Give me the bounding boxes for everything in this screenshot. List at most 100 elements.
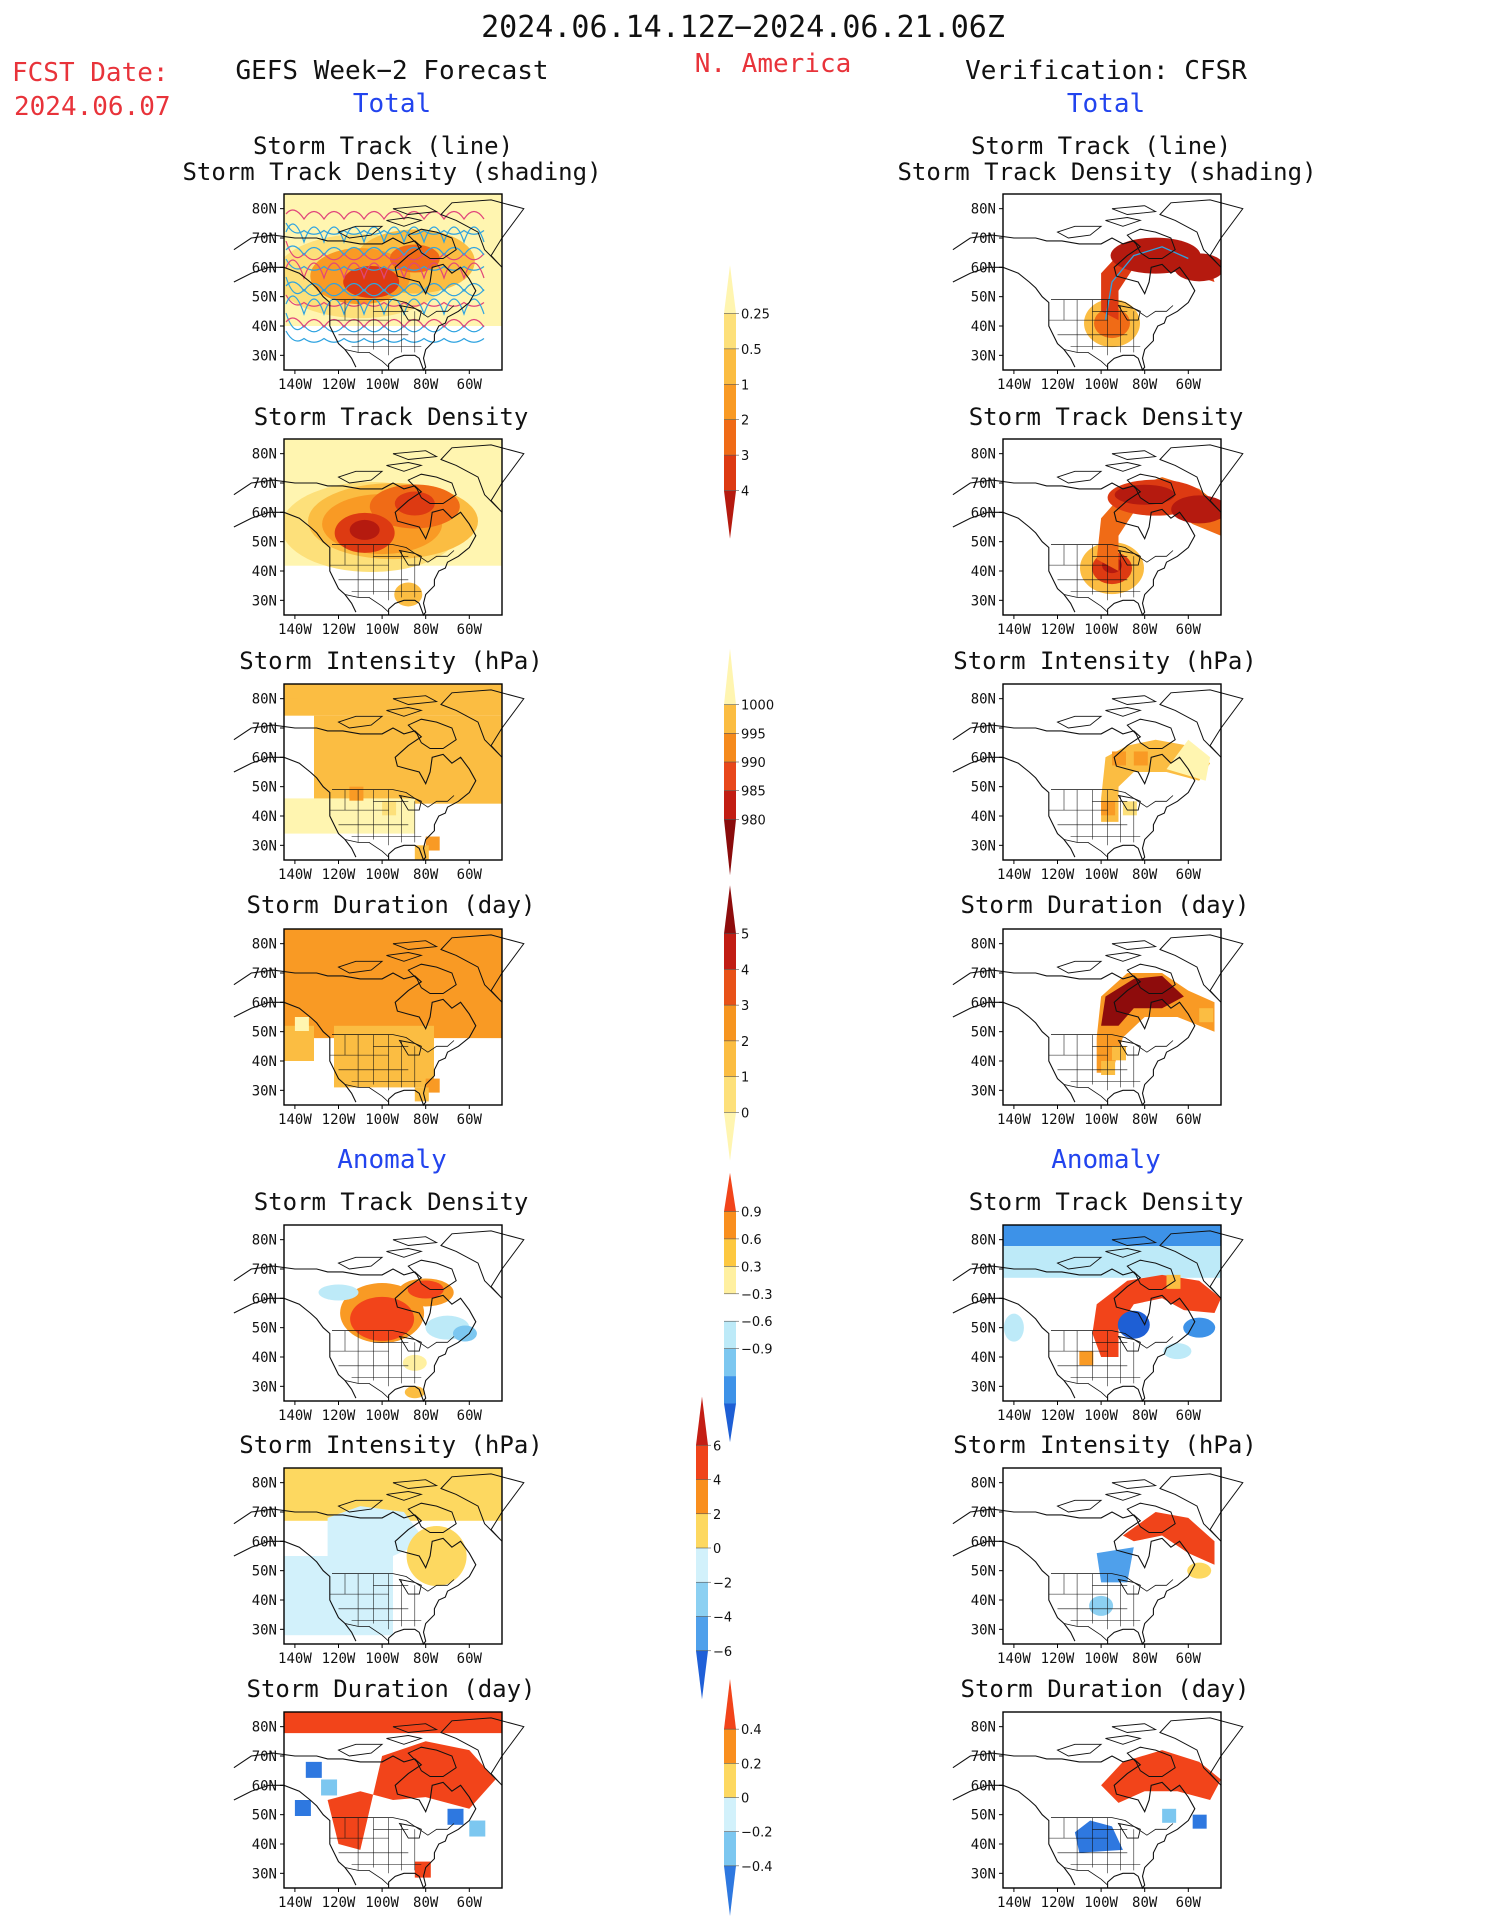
great-lakes xyxy=(1117,549,1141,566)
arctic-island xyxy=(337,225,384,239)
colorbar-segment xyxy=(724,762,736,791)
colorbar-label: 0.2 xyxy=(741,1757,762,1772)
right-p3-title: Storm Intensity (hPa) xyxy=(953,647,1257,675)
shading-layer xyxy=(284,194,502,343)
y-tick-label: 60N xyxy=(971,260,996,276)
colorbar-label: 0.5 xyxy=(741,343,762,358)
x-tick-label: 100W xyxy=(365,1112,399,1128)
arctic-island xyxy=(1111,1479,1158,1489)
y-tick-label: 70N xyxy=(971,231,996,247)
colorbar-segment xyxy=(724,1076,736,1113)
y-tick-label: 40N xyxy=(971,319,996,335)
colorbar-segment xyxy=(724,455,736,491)
coastline-west xyxy=(233,1297,357,1399)
y-tick-label: 30N xyxy=(252,1083,277,1099)
y-tick-label: 50N xyxy=(971,1025,996,1041)
track-line xyxy=(285,245,485,257)
map-frame xyxy=(283,928,503,1106)
y-tick-label: 60N xyxy=(252,750,277,766)
arctic-island xyxy=(337,1256,384,1270)
x-tick-label: 140W xyxy=(278,1895,312,1911)
colorbar-label: 5 xyxy=(741,928,749,943)
y-tick-label: 80N xyxy=(252,692,277,708)
map-fcst-anom-intensity: 140W 120W 100W 80W 60W 80N 70N 60N 50N 40N 30N xyxy=(233,1467,525,1667)
colorbar-label: −6 xyxy=(713,1645,732,1660)
x-tick-label: 120W xyxy=(322,622,356,638)
map-frame xyxy=(283,1224,503,1402)
shade-cell xyxy=(406,1526,467,1586)
map-frame xyxy=(1002,438,1222,616)
x-tick-label: 140W xyxy=(997,1651,1031,1667)
y-tick-label: 60N xyxy=(252,260,277,276)
coastline-west xyxy=(952,1784,1076,1886)
coastline-west xyxy=(952,511,1076,613)
x-tick-label: 80W xyxy=(413,1651,439,1667)
shade-cell xyxy=(1163,1343,1192,1360)
arctic-island xyxy=(1111,1723,1158,1733)
x-tick-label: 140W xyxy=(997,1895,1031,1911)
border-line xyxy=(344,1867,389,1886)
colorbar-label: 3 xyxy=(741,999,749,1014)
grid-cell xyxy=(1199,1008,1214,1023)
border-line xyxy=(1051,299,1174,318)
x-tick-label: 100W xyxy=(365,377,399,393)
y-tick-label: 70N xyxy=(971,721,996,737)
grid-cell xyxy=(294,1017,309,1031)
baffin-island xyxy=(1126,1502,1176,1533)
grid-cell xyxy=(1133,751,1148,766)
anom-center xyxy=(350,1296,415,1341)
x-tick-label: 60W xyxy=(1176,867,1202,883)
border-line xyxy=(1063,1623,1108,1642)
map-cfsr-total-track: 140W 120W 100W 80W 60W 80N 70N 60N 50N 40N 30N xyxy=(952,193,1244,393)
colorbar-label: 2 xyxy=(741,414,749,429)
arctic-island xyxy=(1056,1499,1103,1513)
x-tick-label: 60W xyxy=(457,1112,483,1128)
shade-area xyxy=(1003,1246,1221,1278)
border-line xyxy=(344,1623,389,1642)
arctic-island xyxy=(386,217,423,227)
y-tick-label: 70N xyxy=(971,1262,996,1278)
x-tick-label: 60W xyxy=(1176,622,1202,638)
coastline-east xyxy=(952,479,1196,617)
track-line xyxy=(285,281,485,293)
border-line xyxy=(1051,544,1174,563)
greenland xyxy=(1159,199,1244,268)
baffin-island xyxy=(407,1259,457,1290)
colorbar-segment xyxy=(724,1321,736,1349)
y-tick-label: 50N xyxy=(252,1321,277,1337)
colorbar-label: 1000 xyxy=(741,699,774,714)
x-tick-label: 80W xyxy=(413,867,439,883)
map-axes: 140W 120W 100W 80W 60W 80N 70N 60N 50N 40N 30N xyxy=(971,1467,1222,1667)
map-axes: 140W 120W 100W 80W 60W 80N 70N 60N 50N 40N 30N xyxy=(971,1711,1222,1911)
map-base xyxy=(233,199,525,372)
shade-cell xyxy=(1187,1562,1212,1579)
colorbar-label: 4 xyxy=(741,963,749,978)
x-tick-label: 100W xyxy=(365,622,399,638)
map-cfsr-anom-density: 140W 120W 100W 80W 60W 80N 70N 60N 50N 40N 30N xyxy=(952,1224,1244,1424)
colorbar-segment xyxy=(724,933,736,970)
y-tick-label: 50N xyxy=(971,1321,996,1337)
y-tick-label: 30N xyxy=(971,593,996,609)
border-line xyxy=(332,1817,455,1836)
y-tick-label: 40N xyxy=(252,1054,277,1070)
map-axes: 140W 120W 100W 80W 60W 80N 70N 60N 50N 40N 30N xyxy=(252,1467,503,1667)
map-frame xyxy=(283,438,503,616)
colorbar-cap xyxy=(724,490,736,539)
arctic-island xyxy=(1056,470,1103,484)
arctic-island xyxy=(1105,1248,1142,1258)
coastline-east xyxy=(952,969,1196,1107)
y-tick-label: 60N xyxy=(252,1291,277,1307)
map-base xyxy=(952,199,1244,372)
great-lakes xyxy=(398,549,422,566)
x-tick-label: 60W xyxy=(1176,1651,1202,1667)
coastline-west xyxy=(952,266,1076,368)
border-line xyxy=(1051,1573,1174,1592)
shading-layer xyxy=(284,1712,502,1878)
x-tick-label: 120W xyxy=(1041,622,1075,638)
grid-cell xyxy=(382,801,397,816)
shade-area xyxy=(334,1025,434,1088)
track-line xyxy=(285,330,485,343)
x-tick-label: 80W xyxy=(1132,377,1158,393)
y-tick-label: 70N xyxy=(252,966,277,982)
map-axes: 140W 120W 100W 80W 60W 80N 70N 60N 50N 40N 30N xyxy=(971,438,1222,638)
